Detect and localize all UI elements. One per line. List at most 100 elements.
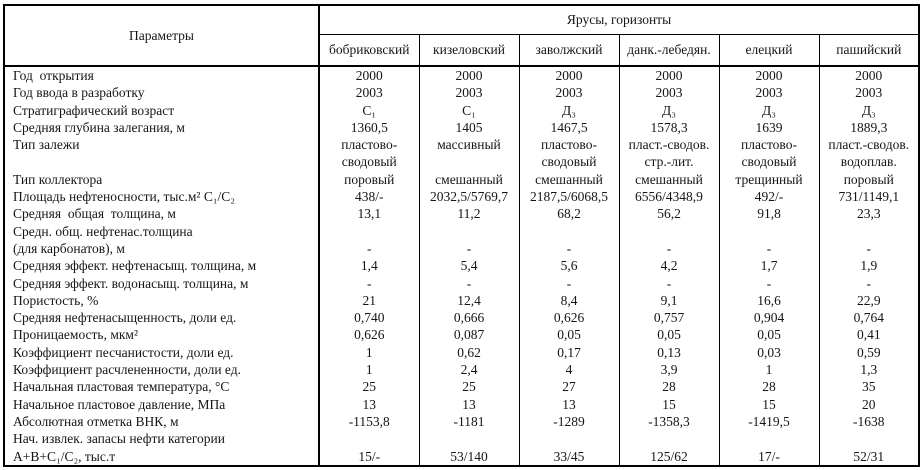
cell-value	[818, 430, 920, 448]
cell-value: 28	[718, 378, 819, 396]
cell-value: 8,4	[518, 291, 619, 310]
column-header-pashiysky: пашийский	[818, 34, 920, 67]
cell-value: 1405	[418, 118, 519, 137]
param-label: Средняя общая толщина, м	[4, 205, 320, 223]
cell-value: 438/-	[318, 188, 419, 206]
cell-value: 28	[618, 378, 719, 396]
param-label: Средняя глубина залегания, м	[4, 118, 320, 137]
cell-value: -	[318, 239, 419, 258]
cell-value: -1153,8	[318, 412, 419, 431]
table-row: (для карбонатов), м------	[4, 239, 920, 258]
cell-value: 2000	[618, 66, 719, 85]
cell-value: 15	[718, 395, 819, 413]
param-label: Начальная пластовая температура, °С	[4, 378, 320, 396]
table-row: Пористость, % 21 12,4 8,4 9,1 16,6 22,9	[4, 291, 920, 310]
cell-value: 13	[418, 395, 519, 413]
param-label: Год открытия	[4, 66, 320, 85]
table-row: Площадь нефтеносности, тыс.м² С₁/С₂ 438/-…	[4, 188, 920, 206]
cell-value: 52/31	[818, 447, 920, 466]
table-row: Тип залежи пластово-массивный пластово-пла…	[4, 136, 920, 154]
cell-value: 2000	[318, 66, 419, 85]
table-row: Коэффициент расчлененности, доли ед. 1 2,4…	[4, 361, 920, 379]
cell-value	[418, 430, 519, 448]
cell-value: 1578,3	[618, 118, 719, 137]
cell-value: смешанный	[518, 170, 619, 189]
cell-value: сводовый	[518, 153, 619, 171]
column-header-zavolzhsky: заволжский	[518, 34, 619, 67]
cell-value: 13	[518, 395, 619, 413]
table-row: Средняя нефтенасыщенность, доли ед. 0,740…	[4, 309, 920, 327]
param-label: Средняя нефтенасыщенность, доли ед.	[4, 309, 320, 327]
cell-value: 1,7	[718, 257, 819, 275]
cell-value: 25	[318, 378, 419, 396]
param-label	[4, 153, 320, 171]
table-row: Начальная пластовая температура, °С 25 25 2…	[4, 378, 920, 396]
cell-value: 2000	[418, 66, 519, 85]
cell-value: 6556/4348,9	[618, 188, 719, 206]
cell-value: 35	[818, 378, 920, 396]
param-label: Тип залежи	[4, 136, 320, 154]
cell-value: 2187,5/6068,5	[518, 188, 619, 206]
table-row: Проницаемость, мкм² 0,626 0,087 0,05 0,05 0,0…	[4, 326, 920, 344]
cell-value: 0,41	[818, 326, 920, 344]
cell-value: 13,1	[318, 205, 419, 223]
cell-value: 0,764	[818, 309, 920, 327]
cell-value: 2000	[718, 66, 819, 85]
cell-value: 21	[318, 291, 419, 310]
cell-value: 15	[618, 395, 719, 413]
cell-value: 11,2	[418, 205, 519, 223]
cell-value: 4	[518, 361, 619, 379]
cell-value: пласт.-сводов.	[618, 136, 719, 154]
cell-value: пластово-	[718, 136, 819, 154]
cell-value	[718, 430, 819, 448]
cell-value: 27	[518, 378, 619, 396]
parameters-table: Параметры Ярусы, горизонты бобриковский …	[3, 4, 921, 467]
table-header: Параметры Ярусы, горизонты бобриковский …	[4, 5, 920, 67]
cell-value	[618, 222, 719, 240]
column-header-eletsky: елецкий	[718, 34, 819, 67]
cell-value: 2000	[518, 66, 619, 85]
param-column-header: Параметры	[4, 5, 320, 67]
header-row-columns: бобриковский кизеловский заволжский данк…	[4, 34, 920, 67]
param-label: Год ввода в разработку	[4, 84, 320, 102]
cell-value: -1638	[818, 412, 920, 431]
cell-value: 12,4	[418, 291, 519, 310]
cell-value: 0,05	[518, 326, 619, 344]
cell-value: смешанный	[418, 170, 519, 189]
param-label: Стратиграфический возраст	[4, 101, 320, 119]
cell-value: -1289	[518, 412, 619, 431]
cell-value	[518, 430, 619, 448]
cell-value	[418, 153, 519, 171]
param-label: (для карбонатов), м	[4, 239, 320, 258]
cell-value: сводовый	[718, 153, 819, 171]
cell-value: 1	[718, 361, 819, 379]
param-label: Коэффициент расчлененности, доли ед.	[4, 361, 320, 379]
cell-value: трещинный	[718, 170, 819, 189]
cell-value: -	[418, 239, 519, 258]
cell-value: 2003	[318, 84, 419, 102]
table-row: Абсолютная отметка ВНК, м -1153,8 -1181 -12…	[4, 412, 920, 431]
cell-value: 13	[318, 395, 419, 413]
column-header-dank-lebedyan: данк.-лебедян.	[618, 34, 719, 67]
cell-value: 0,757	[618, 309, 719, 327]
cell-value: 1	[318, 361, 419, 379]
cell-value: 56,2	[618, 205, 719, 223]
cell-value: 9,1	[618, 291, 719, 310]
cell-value: -	[318, 274, 419, 292]
cell-value: 33/45	[518, 447, 619, 466]
table-row: Средняя эффект. водонасыщ. толщина, м---…	[4, 274, 920, 292]
cell-value: 2003	[718, 84, 819, 102]
cell-value: 125/62	[618, 447, 719, 466]
cell-value: 1	[318, 343, 419, 362]
param-label: Коэффициент песчанистости, доли ед.	[4, 343, 320, 362]
table-row: Год ввода в разработку 2003 2003 2003 2003 20…	[4, 84, 920, 102]
param-label: Начальное пластовое давление, МПа	[4, 395, 320, 413]
cell-value: 1,4	[318, 257, 419, 275]
cell-value: -	[618, 239, 719, 258]
header-row-group: Параметры Ярусы, горизонты	[4, 5, 920, 67]
cell-value: 5,4	[418, 257, 519, 275]
cell-value	[618, 430, 719, 448]
param-label: Тип коллектора	[4, 170, 320, 189]
cell-value: -	[518, 239, 619, 258]
cell-value: 492/-	[718, 188, 819, 206]
